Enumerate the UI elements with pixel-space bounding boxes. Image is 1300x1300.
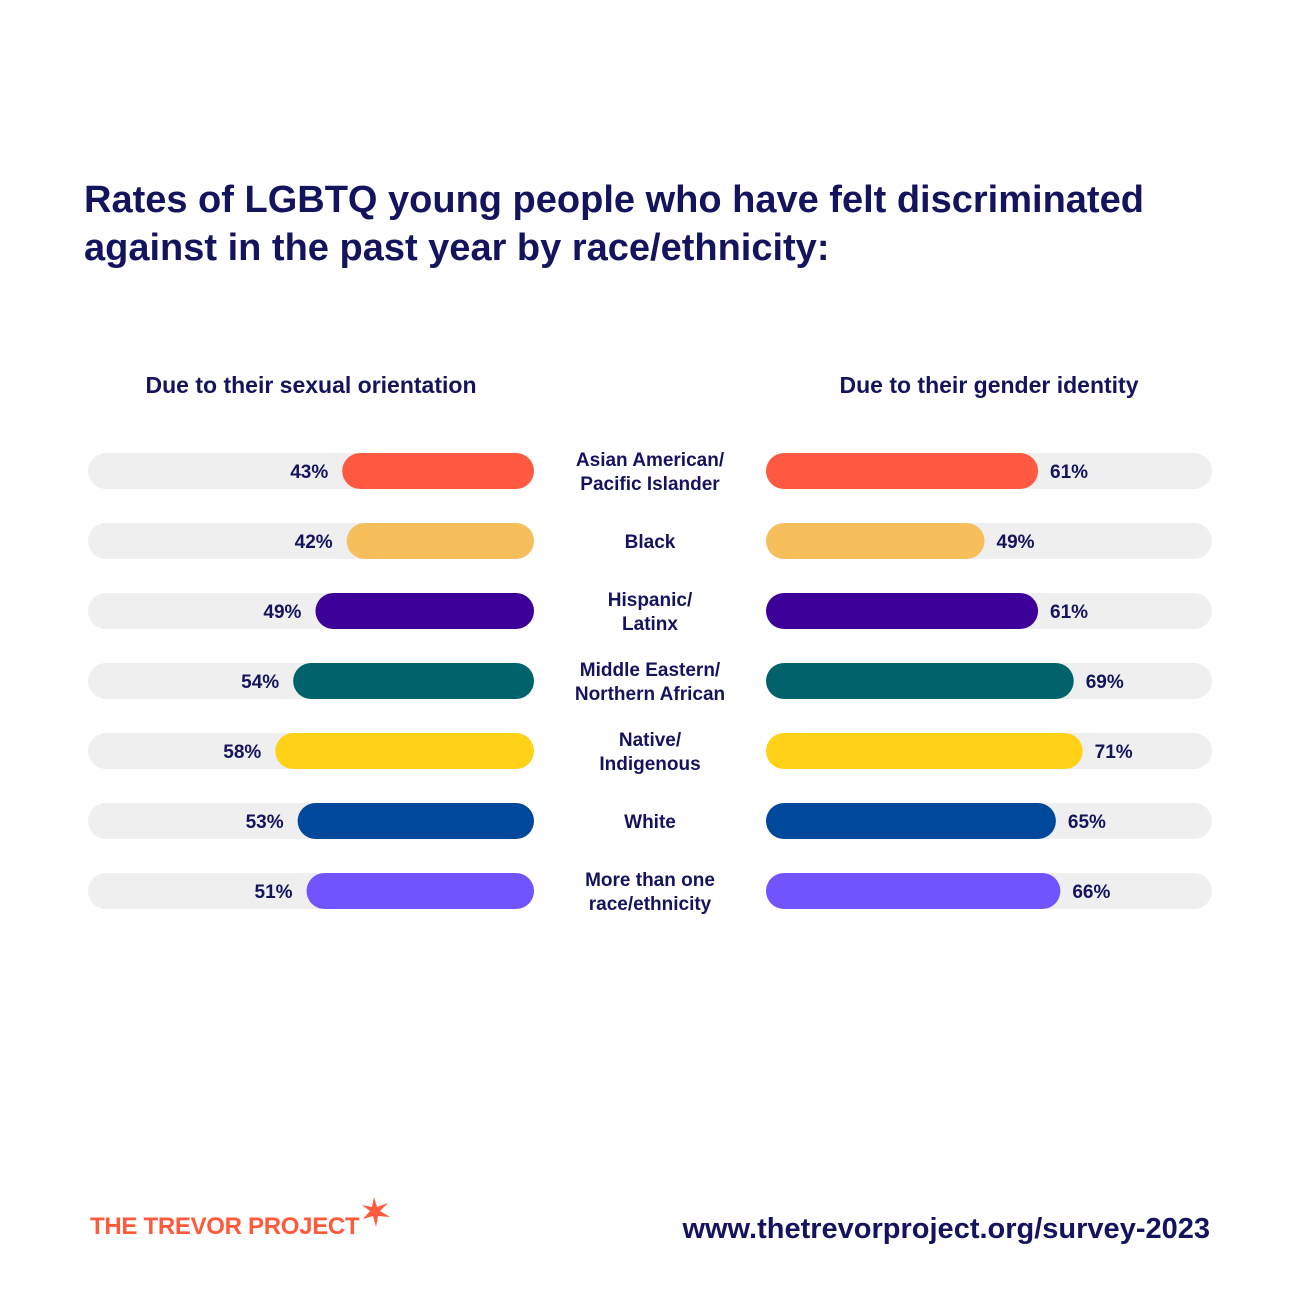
- right-bar-value-label: 61%: [1050, 602, 1088, 623]
- left-bar: [293, 663, 534, 699]
- left-bar: [275, 733, 534, 769]
- category-label: Pacific Islander: [580, 474, 720, 495]
- left-bar: [306, 873, 534, 909]
- category-label: Native/: [619, 730, 682, 751]
- left-bar-value-label: 58%: [223, 742, 261, 763]
- right-bar: [766, 733, 1083, 769]
- chart-title: Rates of LGBTQ young people who have fel…: [84, 176, 1234, 272]
- right-bar: [766, 803, 1056, 839]
- category-label: Middle Eastern/: [580, 660, 721, 681]
- category-label: Black: [625, 532, 676, 553]
- left-bar-value-label: 53%: [246, 812, 284, 833]
- left-bar: [342, 453, 534, 489]
- category-label: More than one: [585, 870, 715, 891]
- chart-title-line-2: against in the past year by race/ethnici…: [84, 227, 830, 269]
- right-bar-value-label: 65%: [1068, 812, 1106, 833]
- right-bar-value-label: 71%: [1095, 742, 1133, 763]
- left-bar-value-label: 49%: [263, 602, 301, 623]
- left-bar-value-label: 54%: [241, 672, 279, 693]
- right-bar: [766, 663, 1074, 699]
- left-bar: [315, 593, 534, 629]
- right-bar-value-label: 61%: [1050, 462, 1088, 483]
- left-panel-heading: Due to their sexual orientation: [145, 372, 477, 398]
- right-bar: [766, 873, 1061, 909]
- chart-title-line-1: Rates of LGBTQ young people who have fel…: [84, 179, 1144, 221]
- left-bar-value-label: 43%: [290, 462, 328, 483]
- left-bar: [297, 803, 534, 839]
- category-label: Indigenous: [599, 754, 700, 775]
- left-bar-value-label: 51%: [255, 882, 293, 903]
- category-label: White: [624, 812, 676, 833]
- right-bar-value-label: 69%: [1086, 672, 1124, 693]
- right-bar: [766, 523, 985, 559]
- right-bar: [766, 453, 1039, 489]
- right-bar-value-label: 49%: [997, 532, 1035, 553]
- star-icon: [362, 1197, 390, 1227]
- right-bar-value-label: 66%: [1072, 882, 1110, 903]
- survey-url: www.thetrevorproject.org/survey-2023: [682, 1213, 1210, 1245]
- left-bar-value-label: 42%: [295, 532, 333, 553]
- right-bar: [766, 593, 1039, 629]
- category-label: Northern African: [575, 684, 725, 705]
- left-bar: [346, 523, 534, 559]
- category-label: Hispanic/: [608, 590, 693, 611]
- category-label: Latinx: [622, 614, 678, 635]
- category-label: race/ethnicity: [589, 894, 712, 915]
- category-label: Asian American/: [576, 450, 725, 471]
- right-panel-heading: Due to their gender identity: [839, 372, 1139, 398]
- trevor-project-logo: THE TREVOR PROJECT: [90, 1213, 360, 1240]
